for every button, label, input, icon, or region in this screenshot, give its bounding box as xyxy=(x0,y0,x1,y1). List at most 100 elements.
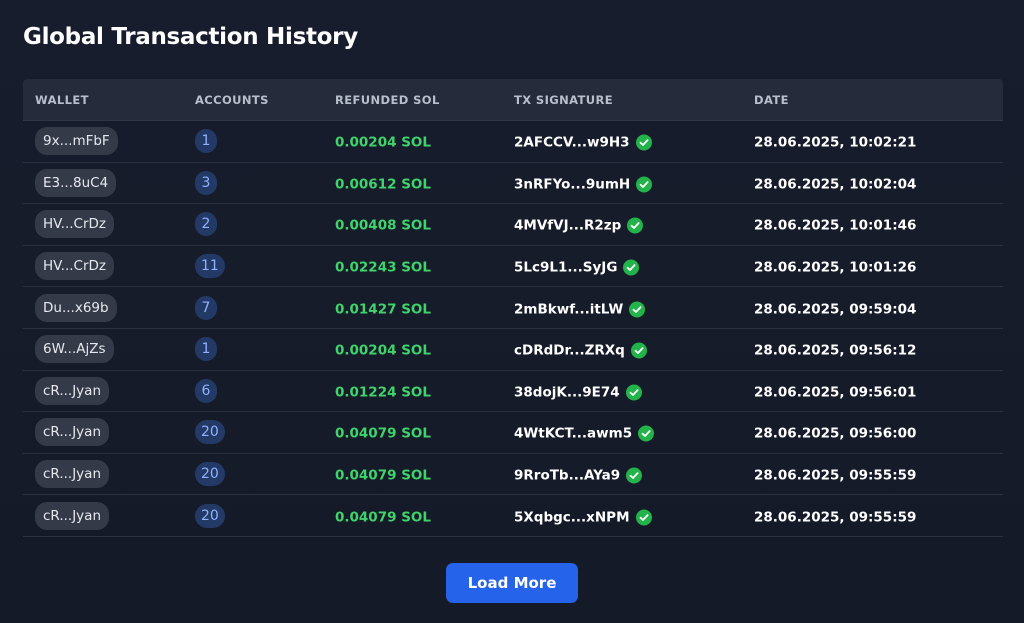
table-row[interactable]: 9x...mFbF 1 0.00204 SOL 2AFCCV...w9H3 28… xyxy=(23,121,1003,163)
wallet-address-pill[interactable]: HV...CrDz xyxy=(35,210,114,239)
refunded-amount: 0.04079 SOL xyxy=(335,425,431,442)
accounts-count-badge: 7 xyxy=(195,295,217,320)
wallet-cell: 9x...mFbF xyxy=(35,127,118,156)
date-cell: 28.06.2025, 09:59:04 xyxy=(754,298,916,317)
accounts-cell: 11 xyxy=(195,254,225,279)
accounts-cell: 20 xyxy=(195,462,225,487)
table-header: WALLET ACCOUNTS REFUNDED SOL TX SIGNATUR… xyxy=(23,79,1003,121)
check-circle-icon xyxy=(626,467,643,484)
transactions-table: WALLET ACCOUNTS REFUNDED SOL TX SIGNATUR… xyxy=(23,79,1003,537)
transaction-date: 28.06.2025, 10:02:21 xyxy=(754,134,917,151)
check-circle-icon xyxy=(635,134,652,151)
signature-cell: 5Xqbgc...xNPM xyxy=(514,506,652,526)
tx-signature-link[interactable]: 38dojK...9E74 xyxy=(514,384,642,401)
table-row[interactable]: cR...Jyan 20 0.04079 SOL 4WtKCT...awm5 2… xyxy=(23,412,1003,454)
refunded-cell: 0.04079 SOL xyxy=(335,506,431,525)
table-row[interactable]: HV...CrDz 2 0.00408 SOL 4MVfVJ...R2zp 28… xyxy=(23,204,1003,246)
date-cell: 28.06.2025, 10:01:46 xyxy=(754,215,916,234)
transaction-date: 28.06.2025, 10:02:04 xyxy=(754,176,917,193)
page-title: Global Transaction History xyxy=(23,24,358,50)
table-row[interactable]: 6W...AjZs 1 0.00204 SOL cDRdDr...ZRXq 28… xyxy=(23,329,1003,371)
refunded-cell: 0.00204 SOL xyxy=(335,132,431,151)
accounts-count-badge: 2 xyxy=(195,212,217,237)
tx-signature-text: 4WtKCT...awm5 xyxy=(514,425,633,442)
transaction-date: 28.06.2025, 09:59:04 xyxy=(754,301,917,318)
signature-cell: cDRdDr...ZRXq xyxy=(514,340,647,359)
table-row[interactable]: E3...8uC4 3 0.00612 SOL 3nRFYo...9umH 28… xyxy=(23,163,1003,205)
wallet-cell: cR...Jyan xyxy=(35,501,109,530)
wallet-address-pill[interactable]: cR...Jyan xyxy=(35,501,109,530)
table-row[interactable]: cR...Jyan 20 0.04079 SOL 5Xqbgc...xNPM 2… xyxy=(23,495,1003,537)
check-circle-icon xyxy=(630,342,647,359)
signature-cell: 4MVfVJ...R2zp xyxy=(514,215,644,234)
check-circle-icon xyxy=(635,509,652,526)
wallet-cell: HV...CrDz xyxy=(35,210,114,239)
wallet-cell: cR...Jyan xyxy=(35,376,109,405)
accounts-cell: 2 xyxy=(195,212,217,237)
tx-signature-link[interactable]: 9RroTb...AYa9 xyxy=(514,467,643,484)
accounts-cell: 20 xyxy=(195,503,225,528)
tx-signature-text: 2mBkwf...itLW xyxy=(514,301,624,318)
refunded-amount: 0.00612 SOL xyxy=(335,176,431,193)
wallet-address-pill[interactable]: 6W...AjZs xyxy=(35,335,114,364)
wallet-address-pill[interactable]: HV...CrDz xyxy=(35,252,114,281)
wallet-address-pill[interactable]: E3...8uC4 xyxy=(35,168,117,197)
wallet-address-pill[interactable]: cR...Jyan xyxy=(35,460,109,489)
column-header-signature: TX SIGNATURE xyxy=(514,93,614,107)
accounts-count-badge: 1 xyxy=(195,129,217,154)
refunded-amount: 0.04079 SOL xyxy=(335,509,431,526)
refunded-amount: 0.01224 SOL xyxy=(335,384,431,401)
wallet-address-pill[interactable]: cR...Jyan xyxy=(35,418,109,447)
tx-signature-text: 9RroTb...AYa9 xyxy=(514,467,621,484)
accounts-count-badge: 1 xyxy=(195,337,217,362)
tx-signature-link[interactable]: 5Xqbgc...xNPM xyxy=(514,509,652,526)
tx-signature-link[interactable]: 2AFCCV...w9H3 xyxy=(514,134,652,151)
column-header-wallet: WALLET xyxy=(35,93,89,107)
tx-signature-link[interactable]: 5Lc9L1...SyJG xyxy=(514,259,640,276)
transaction-date: 28.06.2025, 09:56:12 xyxy=(754,342,917,359)
wallet-address-pill[interactable]: 9x...mFbF xyxy=(35,127,118,156)
transaction-date: 28.06.2025, 09:56:01 xyxy=(754,384,917,401)
tx-signature-link[interactable]: 4MVfVJ...R2zp xyxy=(514,217,644,234)
tx-signature-link[interactable]: cDRdDr...ZRXq xyxy=(514,342,647,359)
refunded-amount: 0.00204 SOL xyxy=(335,134,431,151)
refunded-cell: 0.04079 SOL xyxy=(335,465,431,484)
signature-cell: 5Lc9L1...SyJG xyxy=(514,257,640,276)
column-header-accounts: ACCOUNTS xyxy=(195,93,269,107)
signature-cell: 2AFCCV...w9H3 xyxy=(514,132,652,151)
table-row[interactable]: HV...CrDz 11 0.02243 SOL 5Lc9L1...SyJG 2… xyxy=(23,246,1003,288)
refunded-cell: 0.02243 SOL xyxy=(335,257,431,276)
table-row[interactable]: cR...Jyan 20 0.04079 SOL 9RroTb...AYa9 2… xyxy=(23,454,1003,496)
wallet-cell: HV...CrDz xyxy=(35,252,114,281)
table-body: 9x...mFbF 1 0.00204 SOL 2AFCCV...w9H3 28… xyxy=(23,121,1003,537)
date-cell: 28.06.2025, 10:02:04 xyxy=(754,173,916,192)
refunded-cell: 0.01224 SOL xyxy=(335,381,431,400)
transaction-date: 28.06.2025, 10:01:26 xyxy=(754,259,917,276)
accounts-cell: 20 xyxy=(195,420,225,445)
date-cell: 28.06.2025, 09:56:01 xyxy=(754,381,916,400)
wallet-address-pill[interactable]: Du...x69b xyxy=(35,293,117,322)
refunded-amount: 0.02243 SOL xyxy=(335,259,431,276)
date-cell: 28.06.2025, 09:55:59 xyxy=(754,465,916,484)
tx-signature-link[interactable]: 3nRFYo...9umH xyxy=(514,176,653,193)
transaction-date: 28.06.2025, 09:55:59 xyxy=(754,467,917,484)
signature-cell: 4WtKCT...awm5 xyxy=(514,423,655,442)
signature-cell: 3nRFYo...9umH xyxy=(514,173,653,193)
signature-cell: 38dojK...9E74 xyxy=(514,381,642,401)
wallet-cell: 6W...AjZs xyxy=(35,335,114,364)
tx-signature-text: 38dojK...9E74 xyxy=(514,384,620,401)
check-circle-icon xyxy=(636,176,653,193)
accounts-count-badge: 3 xyxy=(195,170,217,195)
signature-cell: 9RroTb...AYa9 xyxy=(514,465,643,484)
table-row[interactable]: Du...x69b 7 0.01427 SOL 2mBkwf...itLW 28… xyxy=(23,287,1003,329)
column-header-date: DATE xyxy=(754,93,789,107)
table-row[interactable]: cR...Jyan 6 0.01224 SOL 38dojK...9E74 28… xyxy=(23,371,1003,413)
tx-signature-link[interactable]: 4WtKCT...awm5 xyxy=(514,425,655,442)
tx-signature-link[interactable]: 2mBkwf...itLW xyxy=(514,301,646,318)
wallet-cell: E3...8uC4 xyxy=(35,168,117,197)
wallet-address-pill[interactable]: cR...Jyan xyxy=(35,376,109,405)
load-more-button[interactable]: Load More xyxy=(446,563,578,603)
date-cell: 28.06.2025, 09:56:00 xyxy=(754,423,916,442)
check-circle-icon xyxy=(629,301,646,318)
check-circle-icon xyxy=(623,259,640,276)
